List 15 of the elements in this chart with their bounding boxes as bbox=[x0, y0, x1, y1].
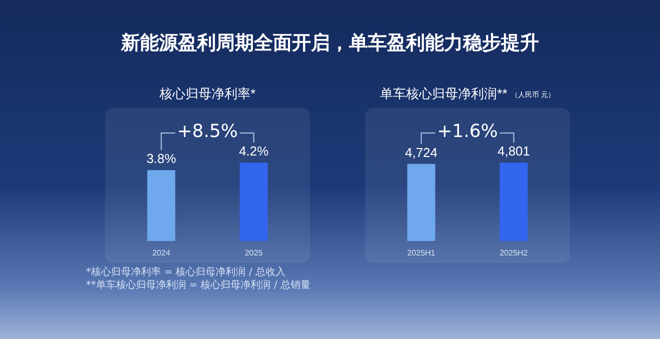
chart-title: 核心归母净利率* bbox=[158, 86, 256, 101]
x-tick-label: 2025H1 bbox=[407, 248, 436, 258]
x-tick-label: 2024 bbox=[152, 248, 171, 258]
x-tick-label: 2025H2 bbox=[500, 248, 528, 258]
data-label: 4.2% bbox=[238, 144, 269, 159]
data-label: 4,724 bbox=[404, 144, 438, 160]
text: 新能源盈利周期全面开启，单车盈利能力稳步提升 bbox=[120, 31, 540, 56]
chart-title: 单车核心归母净利润** bbox=[380, 86, 511, 101]
text: **单车核心归母净利润 = 核心归母净利润 / 总销量 bbox=[86, 279, 310, 292]
text: *核心归母净利率 = 核心归母净利润 / 总收入 bbox=[86, 266, 286, 279]
data-label: 3.8% bbox=[146, 151, 176, 166]
data-label: 4,801 bbox=[497, 144, 530, 159]
text: +8.5% bbox=[176, 121, 239, 142]
x-tick-label: 2025 bbox=[244, 248, 264, 258]
text: +1.6% bbox=[436, 121, 499, 142]
